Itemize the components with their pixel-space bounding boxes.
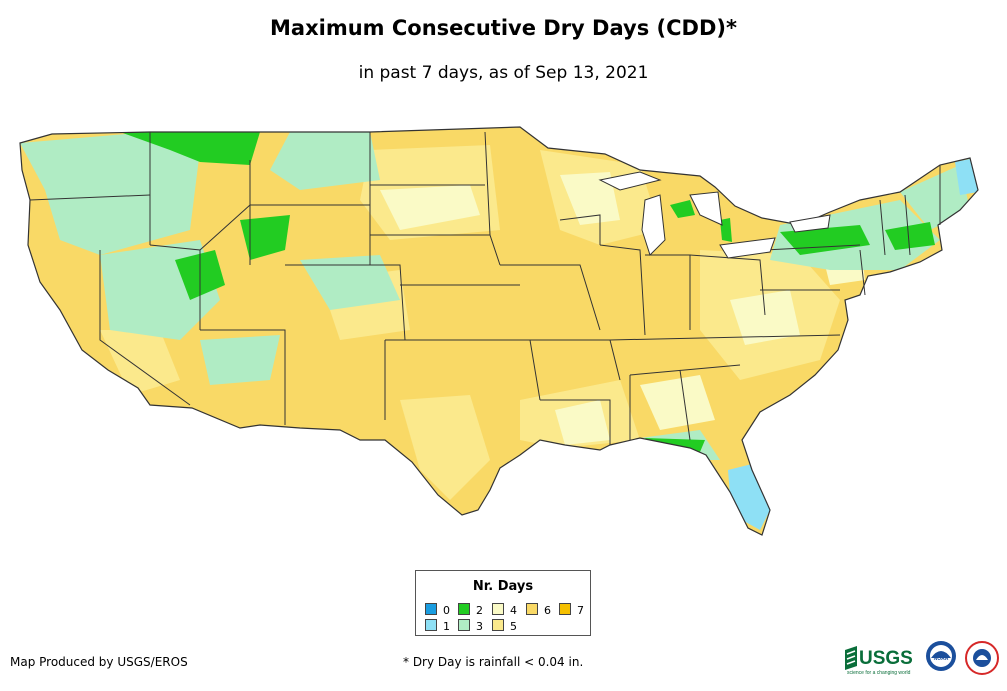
legend-item-1: 1 (425, 619, 450, 633)
dry-day-footnote: * Dry Day is rainfall < 0.04 in. (403, 655, 584, 669)
legend-item-2: 2 (458, 603, 483, 617)
legend-label: 1 (443, 620, 450, 633)
legend-label: 7 (577, 604, 584, 617)
legend-swatch-4 (492, 603, 504, 615)
cdd-map (19, 126, 979, 536)
noaa-logo: NOAA (926, 641, 956, 671)
legend-item-5: 5 (492, 619, 517, 633)
legend-label: 0 (443, 604, 450, 617)
map-subtitle: in past 7 days, as of Sep 13, 2021 (358, 63, 649, 83)
agency-logos: USGS science for a changing world NOAA (845, 641, 999, 676)
great-lakes (598, 171, 831, 259)
legend-label: 4 (510, 604, 517, 617)
legend-label: 3 (476, 620, 483, 633)
nws-logo (965, 641, 999, 675)
legend-item-6: 6 (526, 603, 551, 617)
usgs-tagline: science for a changing world (847, 670, 911, 676)
usgs-logo: USGS science for a changing world (845, 646, 913, 676)
legend-swatch-3 (458, 619, 470, 631)
state-borders (29, 131, 941, 445)
legend-swatch-0 (425, 603, 437, 615)
legend-swatch-5 (492, 619, 504, 631)
legend-label: 5 (510, 620, 517, 633)
usgs-wordmark: USGS (859, 648, 913, 669)
legend-swatch-2 (458, 603, 470, 615)
legend: Nr. Days 0 1 2 3 4 5 6 7 (415, 570, 591, 636)
legend-item-7: 7 (559, 603, 584, 617)
legend-swatch-1 (425, 619, 437, 631)
map-title: Maximum Consecutive Dry Days (CDD)* (270, 16, 737, 40)
cdd-zones (20, 132, 978, 530)
zone-3-days (20, 132, 970, 460)
legend-item-3: 3 (458, 619, 483, 633)
legend-label: 2 (476, 604, 483, 617)
legend-swatch-6 (526, 603, 538, 615)
map-credit: Map Produced by USGS/EROS (10, 655, 188, 669)
legend-swatch-7 (559, 603, 571, 615)
legend-item-4: 4 (492, 603, 517, 617)
noaa-text: NOAA (934, 656, 949, 662)
legend-item-0: 0 (425, 603, 450, 617)
legend-label: 6 (544, 604, 551, 617)
legend-title: Nr. Days (472, 579, 534, 594)
